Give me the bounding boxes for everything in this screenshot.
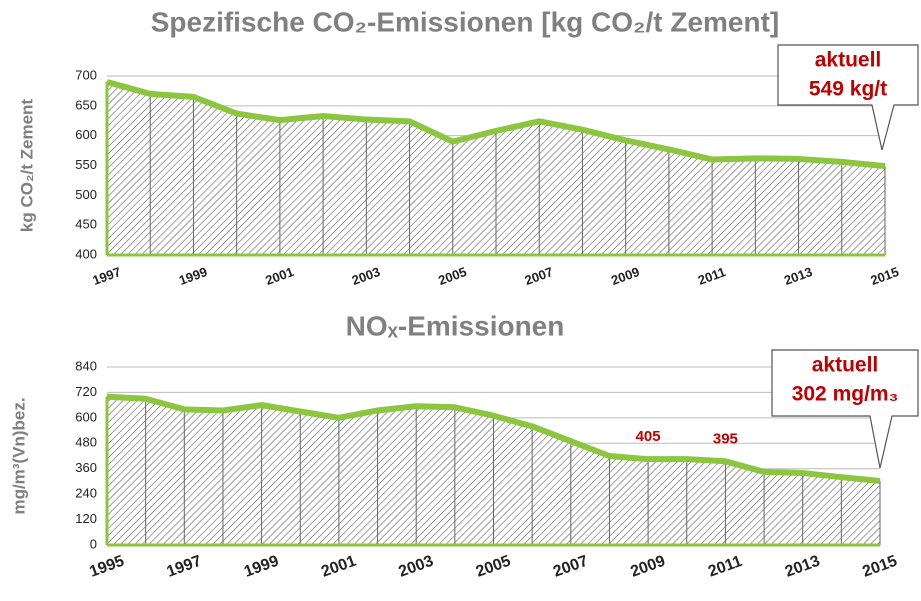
x-tick-label: 2015 xyxy=(868,264,900,288)
callout xyxy=(771,349,919,469)
x-tick-label: 2007 xyxy=(523,264,555,288)
line xyxy=(106,393,881,484)
x-tick-label: 2003 xyxy=(350,264,382,288)
callout xyxy=(777,44,919,151)
y-tick-label: 400 xyxy=(75,246,97,261)
y-tick-label: 600 xyxy=(75,127,97,142)
x-tick-label: 2009 xyxy=(628,553,667,581)
x-tick-label: 1995 xyxy=(87,553,126,581)
y-tick-label: 700 xyxy=(75,67,97,82)
chart-title: Spezifische CO₂-Emissionen [kg CO₂/t Zem… xyxy=(151,6,780,37)
line xyxy=(106,79,886,170)
annotation: 549 kg/t xyxy=(809,78,887,101)
y-axis-label: kg CO₂/t Zement xyxy=(17,99,36,233)
y-tick-label: 500 xyxy=(75,187,97,202)
x-tick-label: 2001 xyxy=(319,553,358,581)
annotation: aktuell xyxy=(812,354,879,377)
y-tick-label: 650 xyxy=(75,97,97,112)
y-tick-label: 840 xyxy=(75,358,97,373)
y-tick-label: 360 xyxy=(75,460,97,475)
y-tick-label: 600 xyxy=(75,409,97,424)
x-tick-label: 1999 xyxy=(177,264,209,288)
y-tick-label: 240 xyxy=(75,486,97,501)
annotation: 302 mg/m₃ xyxy=(792,383,899,406)
x-tick-label: 2011 xyxy=(696,264,728,288)
y-tick-label: 480 xyxy=(75,435,97,450)
y-tick-label: 120 xyxy=(75,511,97,526)
y-tick-label: 450 xyxy=(75,217,97,232)
x-tick-label: 2013 xyxy=(783,553,822,581)
x-tick-label: 2011 xyxy=(706,553,745,581)
x-tick-label: 2001 xyxy=(263,264,295,288)
data-label: 395 xyxy=(713,430,738,447)
x-tick-label: 2003 xyxy=(396,553,435,581)
y-axis-label: mg/m³(Vn)bez. xyxy=(9,397,28,514)
x-tick-label: 2013 xyxy=(782,264,814,288)
y-tick-label: 0 xyxy=(90,536,97,551)
x-tick-label: 2005 xyxy=(474,553,513,581)
x-tick-label: 1997 xyxy=(90,264,122,288)
x-tick-label: 1999 xyxy=(242,553,281,581)
x-tick-label: 2007 xyxy=(551,553,590,581)
x-tick-label: 2015 xyxy=(860,553,899,581)
x-tick-label: 2009 xyxy=(609,264,641,288)
y-tick-label: 550 xyxy=(75,157,97,172)
y-tick-label: 720 xyxy=(75,384,97,399)
annotation: aktuell xyxy=(815,49,882,72)
chart-title: NOₓ-Emissionen xyxy=(346,310,565,341)
x-tick-label: 2005 xyxy=(436,264,468,288)
data-label: 405 xyxy=(636,428,661,445)
x-tick-label: 1997 xyxy=(165,553,204,581)
